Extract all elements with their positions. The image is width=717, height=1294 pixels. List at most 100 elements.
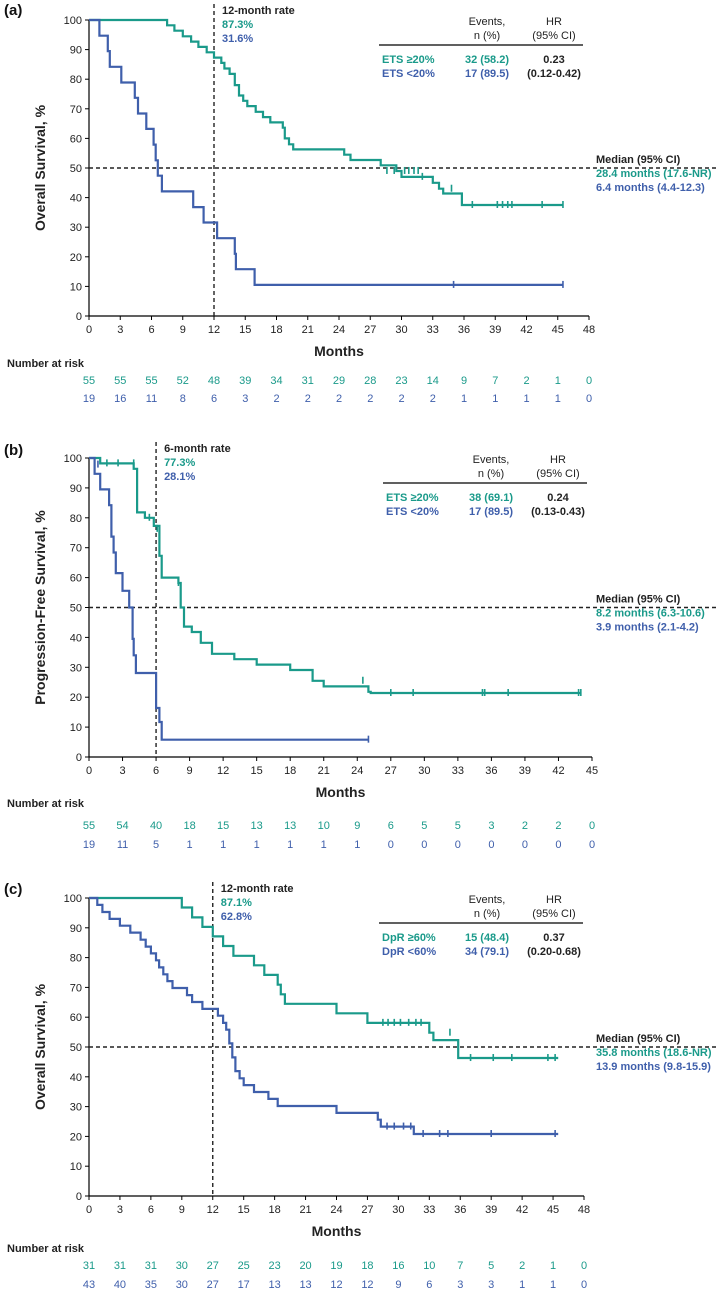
group-name: ETS <20%: [382, 68, 435, 80]
y-tick-label: 30: [70, 662, 82, 674]
y-tick-label: 0: [76, 752, 82, 764]
y-tick-label: 70: [70, 104, 82, 116]
x-tick-label: 33: [452, 765, 464, 777]
risk-count: 0: [488, 839, 494, 851]
x-tick-label: 39: [485, 1204, 497, 1216]
risk-count: 52: [177, 375, 189, 387]
x-tick-label: 36: [454, 1204, 466, 1216]
risk-count: 1: [220, 839, 226, 851]
x-tick-label: 6: [153, 765, 159, 777]
x-tick-label: 27: [364, 324, 376, 336]
y-tick-label: 30: [70, 1102, 82, 1114]
rate-value: 31.6%: [222, 33, 253, 45]
risk-count: 18: [361, 1260, 373, 1272]
y-tick-label: 60: [70, 133, 82, 145]
risk-count: 1: [550, 1260, 556, 1272]
y-tick-label: 90: [70, 45, 82, 57]
risk-count: 9: [354, 820, 360, 832]
group-hr: 0.24: [547, 492, 569, 504]
risk-count: 39: [239, 375, 251, 387]
x-tick-label: 18: [269, 1204, 281, 1216]
risk-count: 1: [523, 393, 529, 405]
risk-count: 0: [522, 839, 528, 851]
y-tick-label: 50: [70, 163, 82, 175]
risk-count: 13: [269, 1279, 281, 1291]
risk-count: 35: [145, 1279, 157, 1291]
risk-count: 19: [330, 1260, 342, 1272]
risk-count: 9: [395, 1279, 401, 1291]
x-axis-title: Months: [312, 1223, 362, 1239]
table-header-hr: HR: [546, 894, 562, 906]
risk-count: 2: [367, 393, 373, 405]
risk-count: 6: [211, 393, 217, 405]
risk-count: 30: [176, 1279, 188, 1291]
risk-count: 0: [589, 820, 595, 832]
risk-count: 5: [153, 839, 159, 851]
y-tick-label: 90: [70, 483, 82, 495]
risk-count: 6: [426, 1279, 432, 1291]
risk-count: 11: [146, 393, 157, 405]
group-hr: (0.13-0.43): [531, 506, 585, 518]
group-hr: (0.12-0.42): [527, 68, 581, 80]
group-name: DpR ≥60%: [382, 932, 436, 944]
y-axis-title: Progression-Free Survival, %: [32, 510, 48, 705]
risk-count: 1: [555, 375, 561, 387]
y-tick-label: 40: [70, 193, 82, 205]
median-value: 35.8 months (18.6-NR): [596, 1047, 712, 1059]
risk-count: 40: [150, 820, 162, 832]
risk-count: 2: [555, 820, 561, 832]
x-tick-label: 24: [351, 765, 363, 777]
y-tick-label: 30: [70, 222, 82, 234]
x-tick-label: 45: [552, 324, 564, 336]
y-tick-label: 20: [70, 252, 82, 264]
km-curve-group-2: [89, 18, 563, 286]
group-events: 32 (58.2): [465, 54, 509, 66]
risk-count: 2: [398, 393, 404, 405]
y-axis-title: Overall Survival, %: [32, 983, 48, 1110]
risk-count: 55: [114, 375, 126, 387]
risk-count: 11: [117, 839, 128, 851]
risk-count: 1: [254, 839, 260, 851]
table-header-hr: (95% CI): [536, 468, 579, 480]
median-value: 3.9 months (2.1-4.2): [596, 622, 699, 634]
risk-count: 0: [455, 839, 461, 851]
x-tick-label: 30: [418, 765, 430, 777]
y-tick-label: 60: [70, 1012, 82, 1024]
risk-count: 3: [457, 1279, 463, 1291]
rate-title: 12-month rate: [221, 883, 294, 895]
y-tick-label: 50: [70, 1042, 82, 1054]
x-tick-label: 42: [552, 765, 564, 777]
rate-value: 87.3%: [222, 19, 253, 31]
group-events: 17 (89.5): [465, 68, 509, 80]
table-header-hr: HR: [550, 454, 566, 466]
risk-count: 25: [238, 1260, 250, 1272]
x-tick-label: 27: [361, 1204, 373, 1216]
risk-count: 20: [299, 1260, 311, 1272]
risk-count: 55: [145, 375, 157, 387]
y-tick-label: 20: [70, 692, 82, 704]
risk-count: 1: [187, 839, 193, 851]
group-events: 15 (48.4): [465, 932, 509, 944]
risk-count: 13: [299, 1279, 311, 1291]
x-tick-label: 39: [489, 324, 501, 336]
x-axis-title: Months: [314, 343, 364, 359]
risk-count: 15: [217, 820, 229, 832]
median-value: 28.4 months (17.6-NR): [596, 168, 712, 180]
table-header-events: n (%): [474, 908, 500, 920]
x-tick-label: 33: [427, 324, 439, 336]
risk-count: 2: [519, 1260, 525, 1272]
risk-count: 0: [581, 1279, 587, 1291]
x-tick-label: 6: [148, 1204, 154, 1216]
risk-count: 27: [207, 1260, 219, 1272]
x-tick-label: 21: [318, 765, 330, 777]
risk-count: 1: [519, 1279, 525, 1291]
x-tick-label: 36: [458, 324, 470, 336]
median-value: 8.2 months (6.3-10.6): [596, 608, 705, 620]
panel-label: (a): [4, 2, 22, 19]
risk-count: 10: [318, 820, 330, 832]
risk-count: 0: [421, 839, 427, 851]
risk-count: 2: [522, 820, 528, 832]
